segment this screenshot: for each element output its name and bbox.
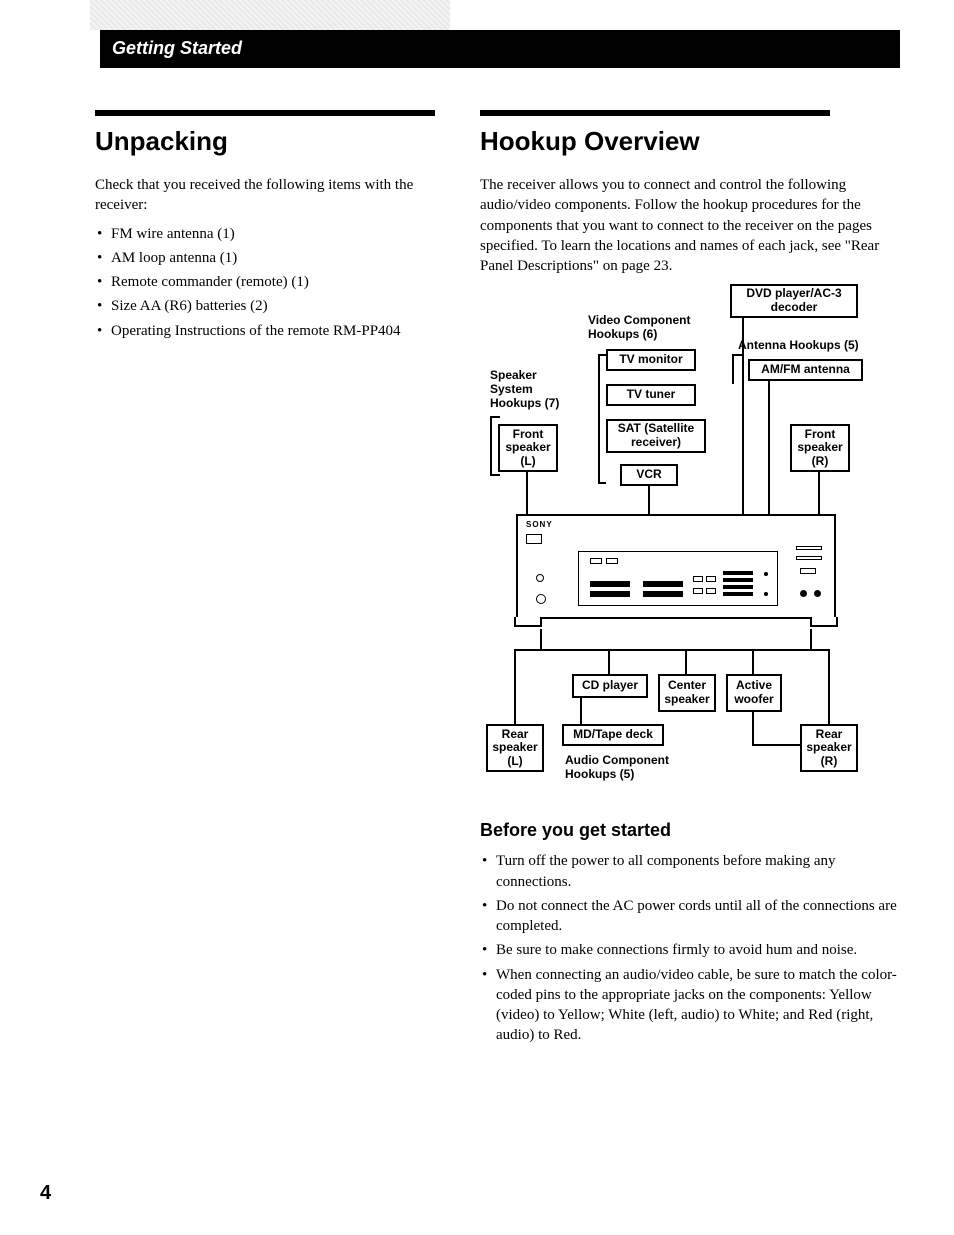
label-antenna-hookups: Antenna Hookups (5) <box>738 339 888 353</box>
unpacking-intro: Check that you received the following it… <box>95 175 455 216</box>
right-column: Hookup Overview The receiver allows you … <box>480 110 900 1050</box>
box-rear-r: Rear speaker (R) <box>800 724 858 772</box>
unpacking-title: Unpacking <box>95 126 455 157</box>
list-item: Turn off the power to all components bef… <box>480 851 900 892</box>
list-item: Size AA (R6) batteries (2) <box>95 296 455 316</box>
box-tv-tuner: TV tuner <box>606 384 696 406</box>
unpacking-list: FM wire antenna (1) AM loop antenna (1) … <box>95 224 455 341</box>
list-item: AM loop antenna (1) <box>95 248 455 268</box>
box-cd: CD player <box>572 674 648 698</box>
label-speaker-hookups: Speaker System Hookups (7) <box>490 369 580 410</box>
section-header: Getting Started <box>100 30 900 68</box>
box-front-l: Front speaker (L) <box>498 424 558 472</box>
box-dvd: DVD player/AC-3 decoder <box>730 284 858 318</box>
box-active: Active woofer <box>726 674 782 712</box>
box-rear-l: Rear speaker (L) <box>486 724 544 772</box>
box-md: MD/Tape deck <box>562 724 664 746</box>
list-item: When connecting an audio/video cable, be… <box>480 965 900 1046</box>
box-amfm: AM/FM antenna <box>748 359 863 381</box>
before-list: Turn off the power to all components bef… <box>480 851 900 1045</box>
box-tv-monitor: TV monitor <box>606 349 696 371</box>
label-audio-hookups: Audio Component Hookups (5) <box>565 754 705 782</box>
list-item: Be sure to make connections firmly to av… <box>480 940 900 960</box>
before-title: Before you get started <box>480 820 900 841</box>
hookup-diagram: Video Component Hookups (6) Antenna Hook… <box>480 284 890 804</box>
box-vcr: VCR <box>620 464 678 486</box>
receiver-brand: SONY <box>526 520 553 529</box>
left-column: Unpacking Check that you received the fo… <box>95 110 455 345</box>
section-title: Getting Started <box>112 38 242 58</box>
hookup-intro: The receiver allows you to connect and c… <box>480 175 900 276</box>
list-item: FM wire antenna (1) <box>95 224 455 244</box>
box-center: Center speaker <box>658 674 716 712</box>
box-front-r: Front speaker (R) <box>790 424 850 472</box>
receiver-unit: SONY <box>516 514 836 619</box>
label-video-hookups: Video Component Hookups (6) <box>588 314 718 342</box>
list-item: Do not connect the AC power cords until … <box>480 896 900 937</box>
box-sat: SAT (Satellite receiver) <box>606 419 706 453</box>
rule <box>95 110 435 116</box>
list-item: Remote commander (remote) (1) <box>95 272 455 292</box>
hookup-title: Hookup Overview <box>480 126 900 157</box>
scan-noise <box>90 0 450 30</box>
list-item: Operating Instructions of the remote RM-… <box>95 321 455 341</box>
rule <box>480 110 830 116</box>
page-number: 4 <box>40 1182 51 1205</box>
